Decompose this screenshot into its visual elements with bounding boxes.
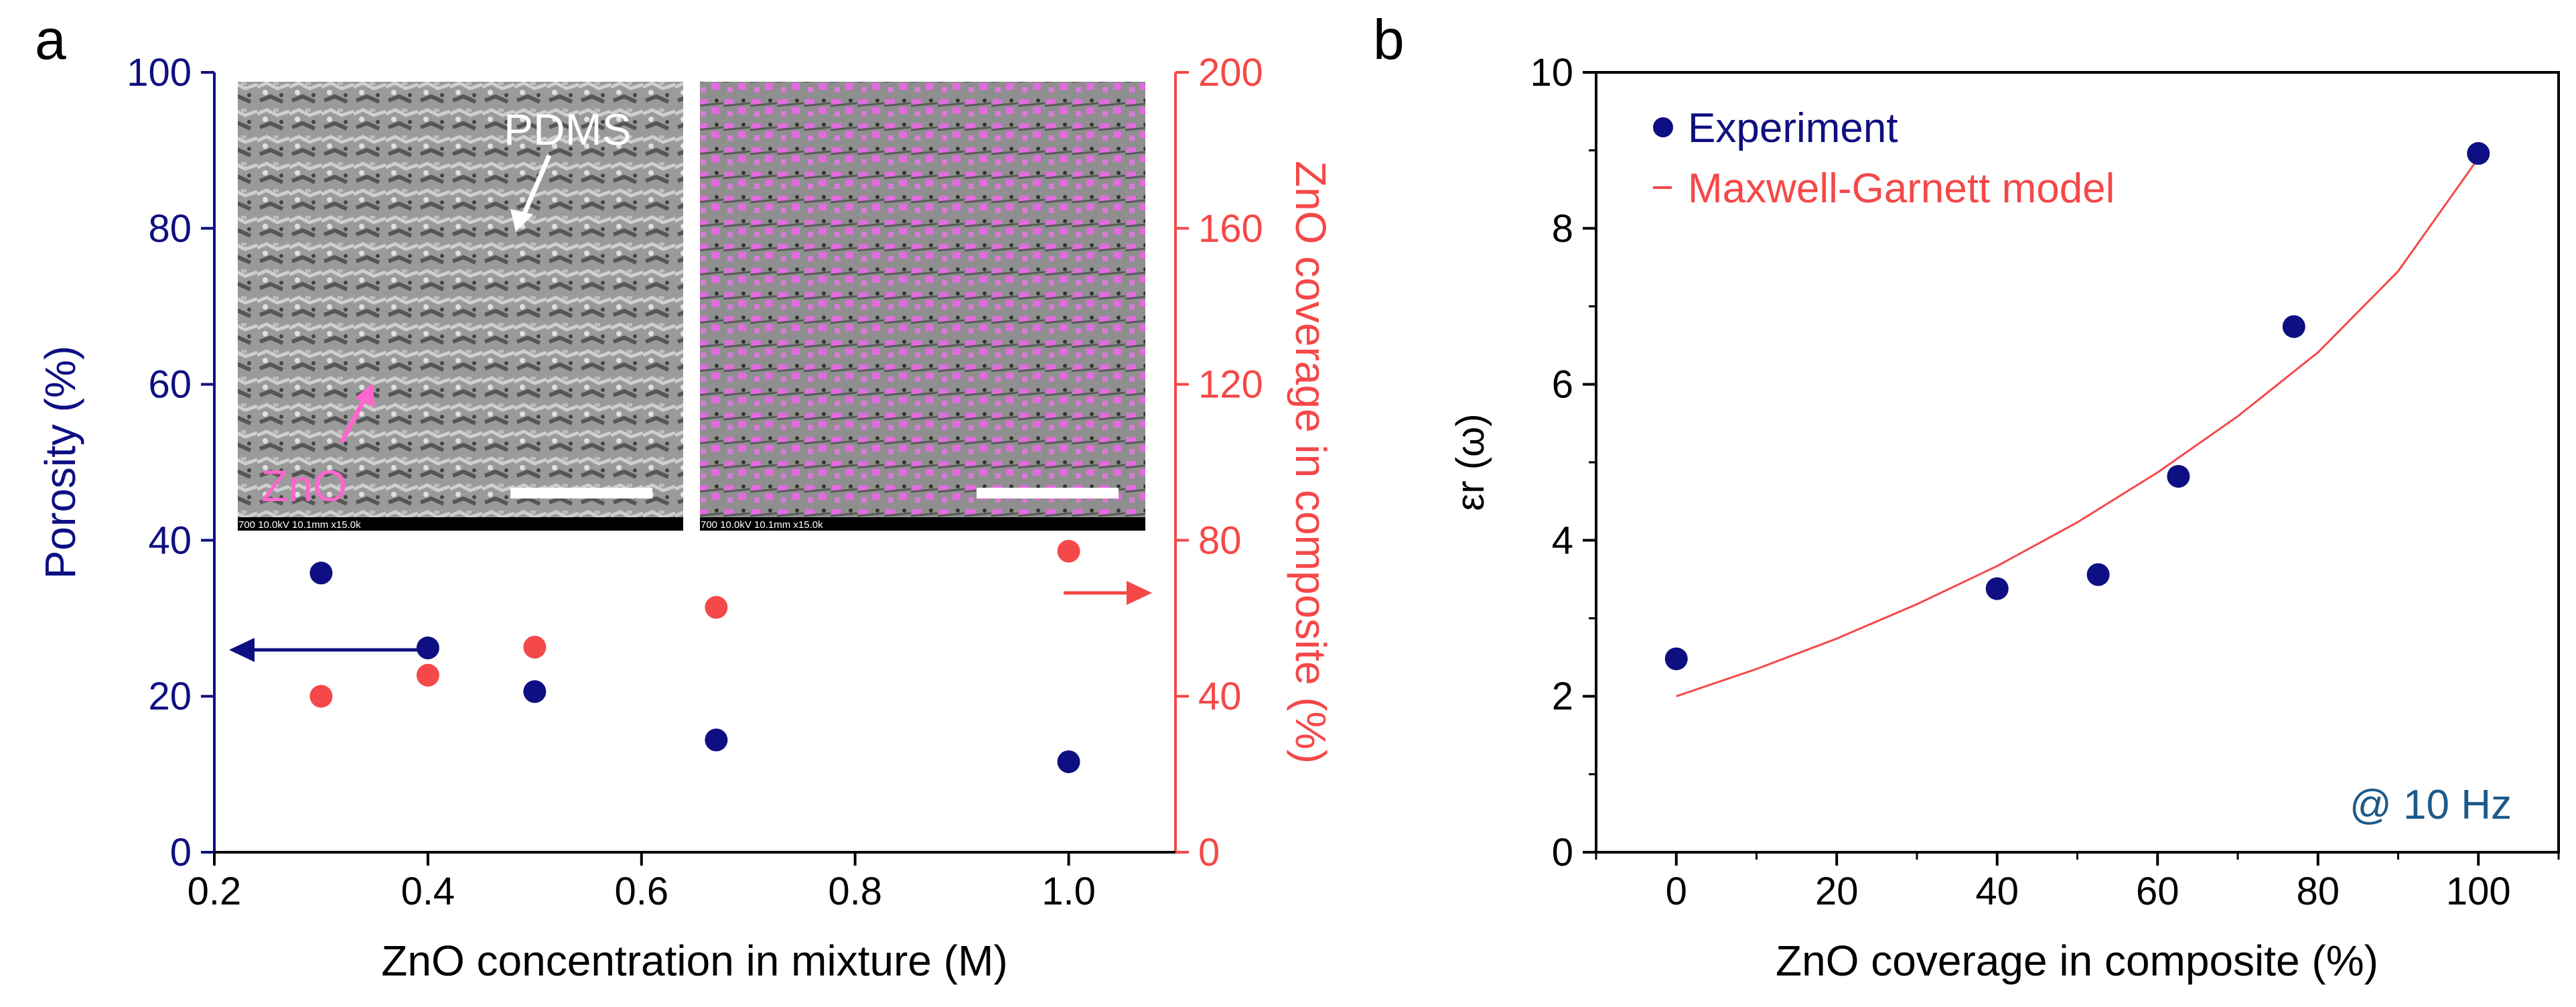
x-tick-label-a: 1.0 xyxy=(1042,870,1096,913)
zno-arrow xyxy=(339,393,370,444)
y-ticks-a: 0 20 40 60 80 100 xyxy=(127,51,214,874)
pdms-arrow-head xyxy=(510,209,533,232)
x-ticks-a: 0.2 0.4 0.6 0.8 1.0 xyxy=(188,852,1096,913)
experiment-data-point xyxy=(2086,563,2110,586)
sem-image-inset: PDMS ZnO 700 10.0kV 10.1mm x15.0k xyxy=(238,82,683,531)
sem-image-background xyxy=(238,82,683,531)
panel-b-axes: 0 20 40 60 80 100 0 2 4 6 8 10 ZnO coverage in com… xyxy=(1449,51,2560,985)
y2-tick-label-a: 200 xyxy=(1198,51,1263,94)
coverage-data-point xyxy=(523,635,547,659)
porosity-axis-arrow-head xyxy=(229,638,255,662)
maxwell-garnett-curve xyxy=(1676,157,2480,697)
x-tick-label-b: 80 xyxy=(2296,870,2340,913)
porosity-data-point xyxy=(416,636,439,660)
y-tick-label-b: 4 xyxy=(1552,519,1573,562)
y-tick-label-b: 10 xyxy=(1530,51,1573,94)
overlay-scale-bar xyxy=(977,488,1119,498)
panel-b-model-curve xyxy=(1676,157,2480,697)
legend-experiment-marker xyxy=(1653,117,1673,137)
coverage-data-point xyxy=(309,685,333,708)
x-tick-label-b: 20 xyxy=(1815,870,1859,913)
sem-caption: 700 10.0kV 10.1mm x15.0k xyxy=(238,519,361,531)
y2-axis-label-a: ZnO coverage in composite (%) xyxy=(1287,161,1335,764)
coverage-data-point xyxy=(416,663,439,687)
y-tick-label-a: 40 xyxy=(148,519,192,562)
porosity-data-point xyxy=(1057,750,1080,773)
y2-tick-label-a: 40 xyxy=(1198,675,1242,718)
x-axis-label-a: ZnO concentration in mixture (M) xyxy=(381,937,1007,985)
overlay-caption: 700 10.0kV 10.1mm x15.0k xyxy=(701,519,823,531)
y-tick-label-a: 20 xyxy=(148,675,192,718)
panel-label-a: a xyxy=(35,8,66,71)
y-axis-label-b: εr (ω) xyxy=(1449,413,1492,511)
y-tick-label-a: 60 xyxy=(148,363,192,407)
overlay-image-background xyxy=(700,82,1145,531)
y-tick-label-b: 8 xyxy=(1552,207,1573,251)
y-tick-label-b: 0 xyxy=(1552,831,1573,874)
experiment-data-point xyxy=(2282,315,2305,338)
x-axis-label-b: ZnO coverage in composite (%) xyxy=(1776,937,2378,985)
overlay-caption-strip xyxy=(700,517,1145,531)
y2-tick-label-a: 120 xyxy=(1198,363,1263,407)
zno-arrow-head xyxy=(355,383,375,407)
y-ticks-b: 0 2 4 6 8 10 xyxy=(1530,51,1596,874)
x-ticks-b: 0 20 40 60 80 100 xyxy=(1595,852,2560,913)
x-tick-label-a: 0.2 xyxy=(188,870,242,913)
scale-bar xyxy=(510,488,652,498)
frequency-annotation: @ 10 Hz xyxy=(2350,782,2512,828)
x-tick-label-b: 60 xyxy=(2136,870,2179,913)
legend-model-label: Maxwell-Garnett model xyxy=(1688,165,2115,212)
overlay-image-inset: 700 10.0kV 10.1mm x15.0k xyxy=(700,82,1145,531)
x-tick-label-b: 100 xyxy=(2446,870,2511,913)
y-tick-label-b: 2 xyxy=(1552,675,1573,718)
y2-tick-label-a: 80 xyxy=(1198,519,1242,562)
porosity-data-point xyxy=(309,561,333,585)
x-tick-label-a: 0.4 xyxy=(401,870,455,913)
panel-a-points xyxy=(309,539,1080,773)
y2-tick-label-a: 160 xyxy=(1198,207,1263,251)
coverage-axis-arrow-head xyxy=(1127,581,1152,605)
x-tick-label-b: 0 xyxy=(1666,870,1687,913)
panel-label-b: b xyxy=(1373,8,1405,71)
y-tick-label-a: 100 xyxy=(127,51,192,94)
coverage-data-point xyxy=(705,596,728,619)
experiment-data-point xyxy=(1664,647,1688,671)
porosity-data-point xyxy=(705,728,728,752)
y2-tick-label-a: 0 xyxy=(1198,831,1220,874)
panel-a-axes: 0.2 0.4 0.6 0.8 1.0 0 20 40 60 80 100 0 40 80 120 160… xyxy=(36,51,1335,985)
y-tick-label-a: 0 xyxy=(170,831,192,874)
y-axis-label-a: Porosity (%) xyxy=(36,346,84,580)
sem-caption-strip xyxy=(238,517,683,531)
y-tick-label-b: 6 xyxy=(1552,363,1573,407)
y-tick-label-a: 80 xyxy=(148,207,192,251)
coverage-data-point xyxy=(1057,539,1080,563)
x-tick-label-b: 40 xyxy=(1975,870,2019,913)
legend-experiment-label: Experiment xyxy=(1688,105,1898,151)
porosity-data-point xyxy=(523,680,547,703)
x-tick-label-a: 0.6 xyxy=(614,870,668,913)
experiment-data-point xyxy=(1985,577,2009,600)
panel-b-points xyxy=(1664,142,2490,671)
experiment-data-point xyxy=(2467,142,2490,165)
pdms-arrow xyxy=(518,154,552,222)
legend-b: Experiment Maxwell-Garnett model xyxy=(1653,105,2115,212)
pdms-label: PDMS xyxy=(504,105,632,154)
x-tick-label-a: 0.8 xyxy=(828,870,882,913)
y2-ticks-a: 0 40 80 120 160 200 xyxy=(1175,51,1263,874)
zno-inset-label: ZnO xyxy=(261,461,347,511)
experiment-data-point xyxy=(2167,464,2190,488)
